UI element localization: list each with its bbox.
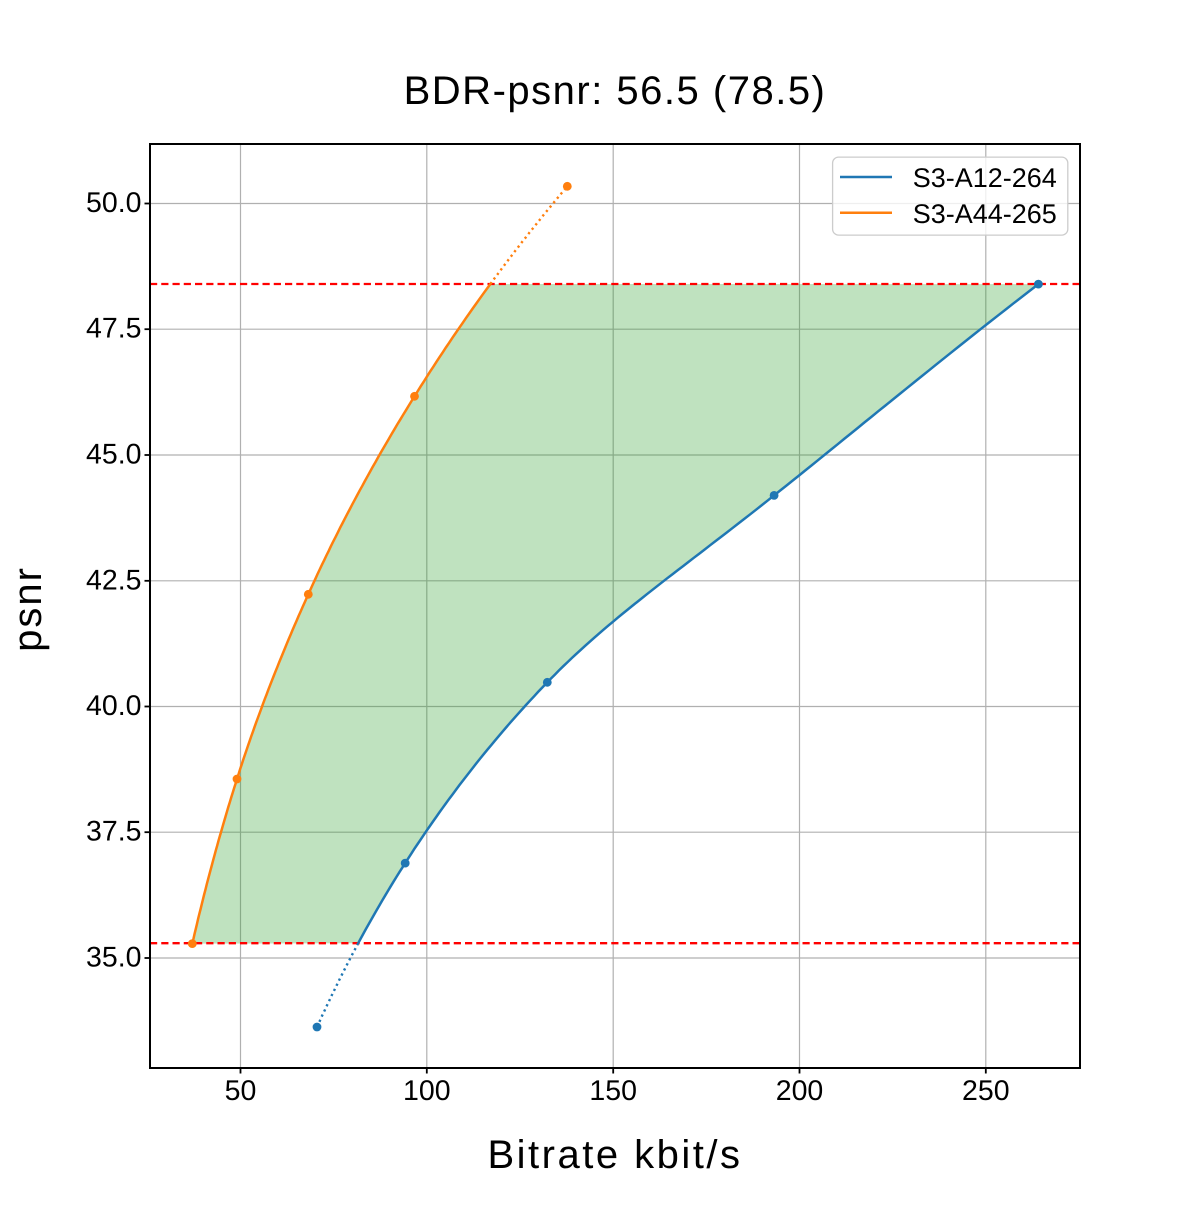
svg-text:BDR-psnr: 56.5 (78.5): BDR-psnr: 56.5 (78.5): [404, 69, 827, 113]
svg-text:Bitrate kbit/s: Bitrate kbit/s: [487, 1133, 742, 1177]
svg-text:psnr: psnr: [6, 566, 50, 652]
svg-text:S3-A44-265: S3-A44-265: [913, 199, 1057, 229]
svg-text:50.0: 50.0: [86, 187, 141, 219]
svg-text:42.5: 42.5: [86, 564, 141, 596]
svg-text:250: 250: [962, 1075, 1010, 1107]
svg-text:47.5: 47.5: [86, 313, 141, 345]
svg-text:S3-A12-264: S3-A12-264: [913, 163, 1057, 193]
svg-text:150: 150: [589, 1075, 637, 1107]
svg-text:40.0: 40.0: [86, 690, 141, 722]
svg-text:200: 200: [776, 1075, 824, 1107]
svg-text:100: 100: [403, 1075, 451, 1107]
svg-text:35.0: 35.0: [86, 942, 141, 974]
svg-text:50: 50: [225, 1075, 257, 1107]
svg-text:45.0: 45.0: [86, 439, 141, 471]
svg-text:37.5: 37.5: [86, 816, 141, 848]
